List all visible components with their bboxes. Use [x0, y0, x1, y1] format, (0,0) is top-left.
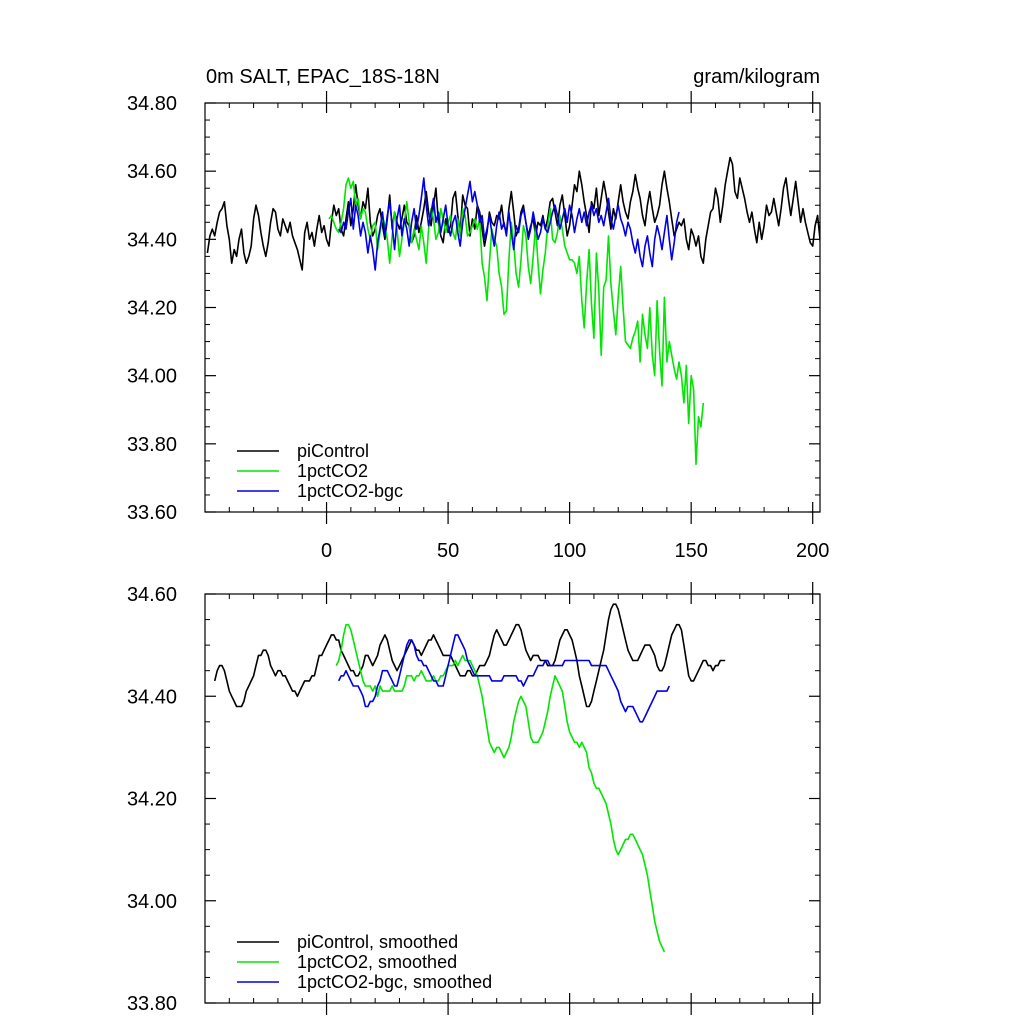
series-line-picontrol [206, 156, 820, 271]
legend-label: piControl, smoothed [297, 932, 458, 952]
y-tick-label: 34.00 [127, 891, 177, 913]
legend-label: piControl [297, 441, 369, 461]
legend-label: 1pctCO2, smoothed [297, 952, 457, 972]
x-tick-label: 200 [796, 540, 829, 562]
y-tick-label: 34.00 [127, 366, 177, 388]
series-line-1pctco2-smoothed [335, 623, 666, 953]
y-tick-label: 34.40 [127, 686, 177, 708]
panel-raw: 0 50 100 150 200 33.60 33.80 34.00 34.20 34.40 34.… [127, 91, 829, 562]
y-tick-label: 34.40 [127, 229, 177, 251]
series-line-1pctco2-bgc-smoothed [337, 634, 671, 723]
y-tick-label: 33.60 [127, 502, 177, 524]
series-line-1pctco2 [328, 177, 705, 466]
y-tick-label: 34.80 [127, 93, 177, 115]
y-tick-label: 34.60 [127, 161, 177, 183]
series-line-1pctco2-bgc [338, 177, 680, 271]
chart-title: 0m SALT, EPAC_18S-18N [206, 66, 440, 88]
x-tick-label: 150 [674, 540, 707, 562]
chart-units: gram/kilogram [693, 66, 820, 88]
y-tick-label: 34.60 [127, 584, 177, 606]
x-tick-label: 100 [553, 540, 586, 562]
x-tick-label: 50 [437, 540, 459, 562]
legend-label: 1pctCO2-bgc [297, 481, 403, 501]
panel-smoothed: 33.80 34.00 34.20 34.40 34.60 piControl, smoo… [127, 582, 821, 1015]
series-line-picontrol-smoothed [213, 603, 726, 708]
legend-label: 1pctCO2 [297, 461, 368, 481]
y-tick-label: 34.20 [127, 298, 177, 320]
y-tick-label: 33.80 [127, 993, 177, 1015]
x-tick-label: 0 [321, 540, 332, 562]
y-tick-label: 34.20 [127, 789, 177, 811]
legend-label: 1pctCO2-bgc, smoothed [297, 972, 492, 992]
y-tick-label: 33.80 [127, 434, 177, 456]
